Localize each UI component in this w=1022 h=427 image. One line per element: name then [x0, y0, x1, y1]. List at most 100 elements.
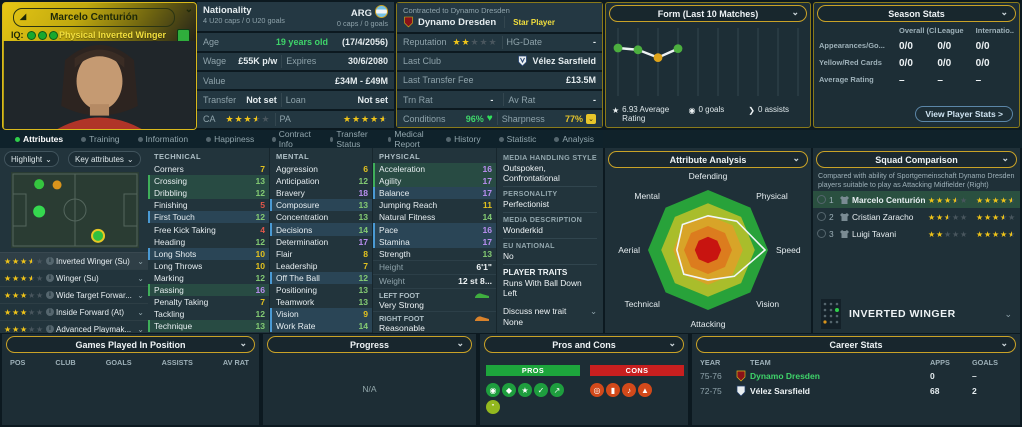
contract-club[interactable]: Dynamo Dresden [418, 16, 497, 28]
nation-code: ARG [350, 8, 372, 19]
squad-player-name: Marcelo Centurión [852, 194, 925, 205]
attribute-analysis-panel: Attribute Analysis ⌄ Defending Physical Sp… [605, 148, 811, 333]
tab-label: Transfer Status [336, 129, 368, 149]
tab-analysis[interactable]: Analysis [545, 130, 603, 148]
sharpness-value: 77% [564, 113, 583, 124]
role-row-inside-forward-at[interactable]: ★★★★★ i Inside Forward (At) ⌄ [0, 303, 148, 320]
star-full: ★ [928, 229, 936, 239]
form-panel-header[interactable]: Form (Last 10 Matches) ⌄ [609, 5, 807, 22]
season-stats-panel: Season Stats ⌄ Overall (Cl...League Inter… [813, 2, 1020, 128]
attribute-name: Jumping Reach [379, 200, 438, 211]
squad-row-cristian-zaracho[interactable]: 2 Cristian Zaracho ★★★ ★ ★★ ★★★★ ★ ★ [813, 208, 1020, 225]
attribute-row-marking: Marking 12 [148, 272, 269, 284]
star-empty: ★ [952, 229, 960, 239]
role-stars: ★★★★★ [4, 324, 44, 334]
tab-indicator-dot [446, 136, 452, 142]
attribute-value: 18 [358, 188, 368, 199]
tab-training[interactable]: Training [72, 130, 128, 148]
view-player-stats-button[interactable]: View Player Stats > [915, 106, 1013, 122]
star-full: ★ [992, 212, 1000, 222]
tab-information[interactable]: Information [129, 130, 198, 148]
squad-comparison-header[interactable]: Squad Comparison ⌄ [816, 151, 1017, 168]
attribute-group-title: PHYSICAL [379, 152, 421, 161]
radar-axis-label: Technical [624, 299, 660, 309]
tab-history[interactable]: History [437, 130, 489, 148]
last-club-row: Last Club Vélez Sarsfield [397, 52, 602, 70]
key-attributes-dropdown[interactable]: Key attributes ⌄ [68, 151, 141, 167]
tab-contract-info[interactable]: Contract Info [263, 129, 321, 149]
highlight-dropdown[interactable]: Highlight ⌄ [4, 151, 59, 167]
player-name-dropdown[interactable]: ◢ Marcelo Centurión [13, 8, 175, 27]
role-row-winger-su[interactable]: ★★★★ ★ ★ i Winger (Su) ⌄ [0, 269, 148, 286]
star-half: ★ ★ [1008, 195, 1016, 205]
shirt-icon [840, 229, 849, 238]
trn-rat-label: Trn Rat [403, 94, 433, 105]
season-row-label: Yellow/Red Cards [819, 58, 882, 67]
star-full: ★ [4, 308, 12, 317]
discuss-label: Discuss new trait [503, 306, 567, 316]
last-club-value[interactable]: Vélez Sarsfield [532, 56, 596, 67]
season-cell: 0/0 [937, 41, 952, 52]
attribute-group-title: MENTAL [276, 152, 310, 161]
last-fee-row: Last Transfer Fee £13.5M [397, 71, 602, 89]
tab-medical-report[interactable]: Medical Report [379, 129, 437, 149]
squad-row-marcelo-centuri-n[interactable]: 1 Marcelo Centurión ★★★★ ★ ★ ★★★★★ ★ [813, 191, 1020, 208]
season-cell: 0/0 [975, 41, 990, 52]
role-footer[interactable]: INVERTED WINGER ⌄ [813, 299, 1020, 329]
squad-row-luigi-tavani[interactable]: 3 Luigi Tavani ★★★★★ ★★★★★ ★ [813, 225, 1020, 242]
tab-attributes[interactable]: Attributes [6, 130, 72, 148]
star-empty: ★ [28, 308, 36, 317]
media-personality-column: MEDIA HANDLING STYLE Outspoken, Confronta… [497, 148, 603, 333]
condition-row: Conditions 96% ♥ Sharpness 77% ⌄ [397, 110, 602, 128]
foot-strength-left-foot: Very Strong [379, 299, 424, 310]
role-label: Wide Target Forwar... [56, 290, 132, 300]
role-row-inverted-winger-su[interactable]: ★★★★ ★ ★ i Inverted Winger (Su) ⌄ [0, 252, 148, 269]
games-played-header[interactable]: Games Played In Position ⌄ [6, 336, 255, 353]
attribute-name: Aggression [276, 164, 318, 175]
attribute-analysis-header[interactable]: Attribute Analysis ⌄ [608, 151, 808, 168]
chevron-down-icon: ⌄ [137, 256, 144, 266]
media-label-personality: PERSONALITY [503, 189, 558, 198]
role-row-wide-target-forwar[interactable]: ★★★★★ i Wide Target Forwar... ⌄ [0, 286, 148, 303]
role-row-advanced-playmak[interactable]: ★★★★★ i Advanced Playmak... ⌄ [0, 320, 148, 333]
attribute-value: 12 [255, 236, 265, 247]
attribute-name: Passing [154, 284, 184, 295]
chevron-down-icon[interactable]: ⌄ [184, 4, 193, 15]
tab-label: Analysis [562, 134, 594, 144]
attribute-name: Anticipation [276, 176, 320, 187]
boot-icon: ❯ [748, 106, 755, 115]
radar-axis-label: Defending [689, 171, 728, 181]
tab-indicator-dot [554, 136, 560, 142]
career-stats-header[interactable]: Career Stats ⌄ [696, 336, 1016, 353]
pa-label: PA [279, 114, 291, 125]
trend-up-icon: ↗ [550, 383, 564, 397]
pros-cons-header[interactable]: Pros and Cons ⌄ [484, 336, 684, 353]
attribute-name: Determination [276, 236, 329, 247]
season-cell: 0/0 [937, 58, 952, 69]
foot-label-right-foot: RIGHT FOOT [373, 310, 496, 323]
attribute-value: 12 [358, 272, 368, 283]
season-stats-header[interactable]: Season Stats ⌄ [817, 5, 1016, 22]
form-panel: Form (Last 10 Matches) ⌄ ★ 6.93 Average R… [605, 2, 811, 128]
career-team[interactable]: Dynamo Dresden [750, 371, 820, 381]
pitch-graphic [11, 172, 139, 248]
attribute-row-leadership: Leadership 7 [270, 260, 372, 272]
games-played-title: Games Played In Position [75, 339, 186, 350]
player-traits-label: PLAYER TRAITS [503, 268, 568, 277]
tab-happiness[interactable]: Happiness [197, 130, 263, 148]
star-half-overlay: ★ [252, 115, 258, 125]
chevron-down-icon: ⌄ [668, 338, 676, 348]
attribute-row-natural-fitness: Natural Fitness 14 [373, 211, 496, 223]
progress-header[interactable]: Progress ⌄ [267, 336, 472, 353]
player-photo [3, 41, 196, 129]
star-empty: ★ [36, 291, 44, 300]
discuss-new-trait-dropdown[interactable]: Discuss new trait ⌄ [503, 306, 597, 316]
attribute-name: Long Shots [154, 248, 197, 259]
attribute-value: 10 [255, 248, 265, 259]
attribute-name: Strength [379, 248, 411, 259]
tab-statistic[interactable]: Statistic [490, 130, 546, 148]
star-full: ★ [944, 195, 952, 205]
career-team[interactable]: Vélez Sarsfield [750, 386, 811, 396]
tab-transfer-status[interactable]: Transfer Status [321, 129, 379, 149]
radio-icon [817, 195, 826, 204]
